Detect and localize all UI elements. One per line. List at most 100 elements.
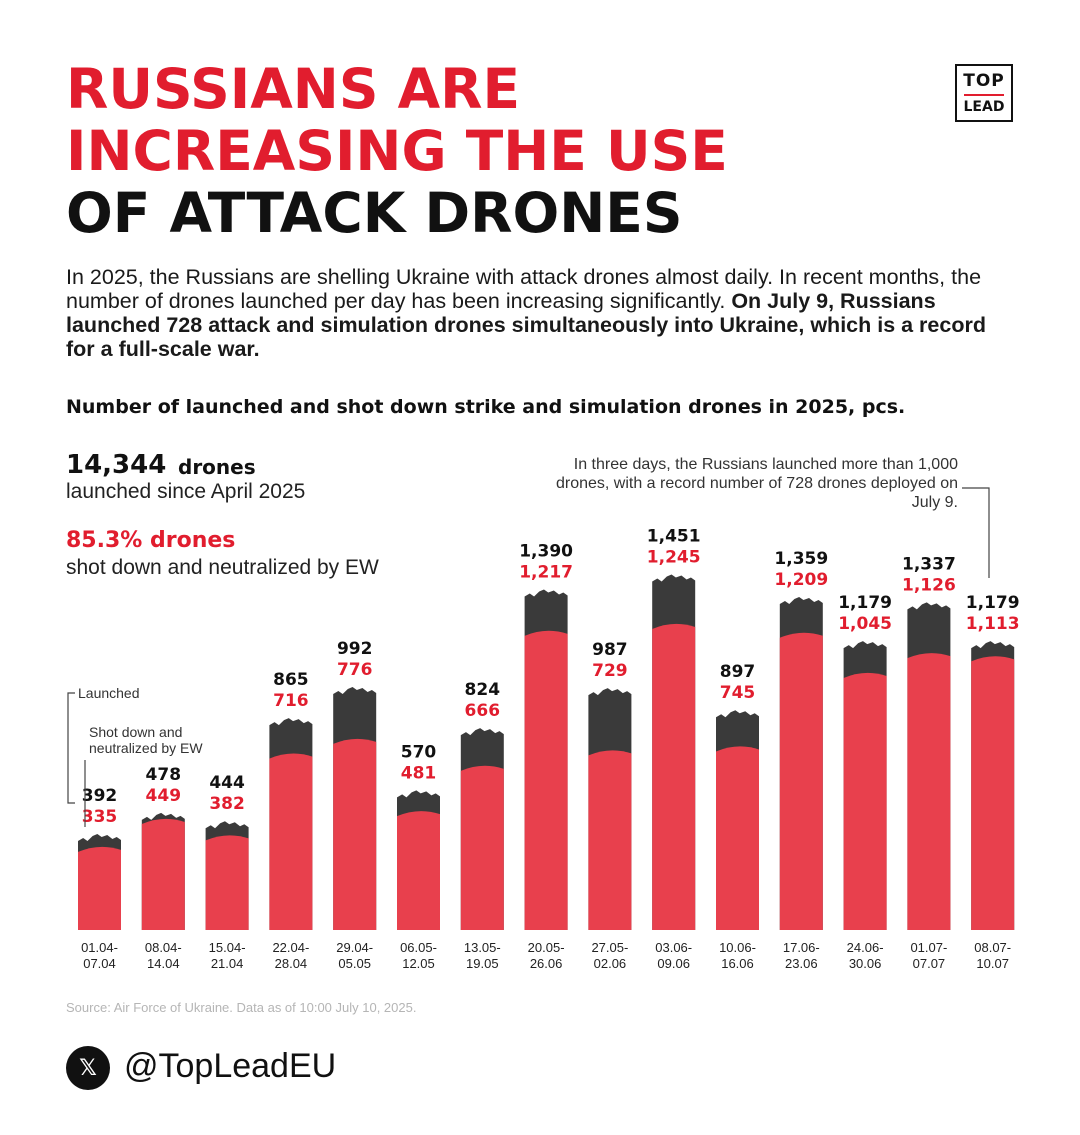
launched-total-unit: drones [178,455,256,479]
x-tick-label: 17.06- [783,940,820,955]
x-tick-label: 16.06 [721,956,754,971]
x-tick-label: 02.06 [594,956,627,971]
intro-paragraph: In 2025, the Russians are shelling Ukrai… [66,265,1016,361]
shot-down-bar [716,746,759,930]
launched-value-label: 478 [146,765,182,785]
x-tick-label: 22.04- [272,940,309,955]
shot-down-value-label: 449 [146,786,182,806]
shot-down-share-value: 85.3% drones [66,528,236,553]
shot-down-bar [397,811,440,930]
x-tick-label: 12.05 [402,956,435,971]
x-tick-label: 09.06 [657,956,690,971]
shot-down-bar [460,765,504,930]
x-tick-label: 29.04- [336,940,373,955]
x-tick-label: 06.05- [400,940,437,955]
shot-down-value-label: 716 [273,691,309,711]
legend-shot-down: Shot down and neutralized by EW [89,724,203,756]
shot-down-value-label: 729 [592,661,628,681]
x-tick-label: 03.06- [655,940,692,955]
logo-rule [964,94,1004,96]
launched-value-label: 992 [337,639,373,659]
launched-total-desc: launched since April 2025 [66,480,306,503]
logo-bottom-text: LEAD [963,99,1005,115]
launched-value-label: 824 [465,680,501,700]
x-tick-label: 19.05 [466,956,499,971]
social-handle[interactable]: @TopLeadEU [124,1047,337,1085]
shot-down-bar [78,846,121,930]
legend-launched: Launched [78,685,140,701]
chart-title: RUSSIANS ARE INCREASING THE USE OF ATTAC… [66,58,728,244]
shot-down-value-label: 382 [209,794,245,814]
launched-value-label: 1,179 [838,593,892,613]
shot-down-bar [907,653,951,930]
shot-down-value-label: 481 [401,763,437,783]
shot-down-share-desc: shot down and neutralized by EW [66,556,379,579]
shot-down-value-label: 335 [82,807,118,827]
x-tick-label: 21.04 [211,956,244,971]
legend-launched-bracket [67,692,75,804]
launched-value-label: 570 [401,742,437,762]
launched-value-label: 987 [592,640,628,660]
intro-bold: On July 9, Russians launched 728 attack … [66,289,986,361]
shot-down-bar [588,750,632,930]
annotation-connector [962,487,990,578]
shot-down-value-label: 1,126 [902,575,956,595]
title-line-3: OF ATTACK DRONES [66,181,683,245]
x-logo-icon[interactable]: 𝕏 [66,1046,110,1090]
shot-down-bar [971,656,1015,930]
x-tick-label: 01.07- [910,940,947,955]
launched-value-label: 444 [209,773,245,793]
launched-value-label: 1,337 [902,554,956,574]
x-tick-label: 15.04- [209,940,246,955]
launched-value-label: 1,390 [519,541,573,561]
chart-subtitle: Number of launched and shot down strike … [66,396,906,418]
shot-down-bar [652,623,696,930]
intro-plain: In 2025, the Russians are shelling Ukrai… [66,265,982,313]
x-tick-label: 24.06- [847,940,884,955]
launched-value-label: 1,451 [647,527,701,547]
x-tick-label: 20.05- [528,940,565,955]
shot-down-value-label: 1,045 [838,614,892,634]
shot-down-bar [205,835,249,930]
x-tick-label: 13.05- [464,940,501,955]
shot-down-bar [843,672,887,930]
x-tick-label: 07.07 [913,956,946,971]
x-tick-label: 01.04- [81,940,118,955]
shot-down-value-label: 776 [337,660,373,680]
shot-down-value-label: 666 [465,701,501,721]
title-line-2: INCREASING THE USE [66,119,728,183]
source-note: Source: Air Force of Ukraine. Data as of… [66,1000,417,1015]
shot-down-value-label: 1,209 [774,570,828,590]
x-tick-label: 14.04 [147,956,180,971]
launched-value-label: 392 [82,786,118,806]
shot-down-bar [779,632,823,930]
x-tick-label: 08.04- [145,940,182,955]
shot-down-value-label: 1,113 [966,614,1020,634]
x-tick-label: 10.06- [719,940,756,955]
shot-down-bar [524,630,568,930]
record-annotation: In three days, the Russians launched mor… [555,456,958,511]
launched-value-label: 1,359 [774,549,828,569]
x-tick-label: 10.07 [976,956,1009,971]
launched-total-value: 14,344 [66,450,167,480]
launched-value-label: 1,179 [966,593,1020,613]
x-tick-label: 28.04 [275,956,308,971]
shot-down-bar [141,818,185,930]
x-tick-label: 27.05- [591,940,628,955]
x-tick-label: 26.06 [530,956,563,971]
x-tick-label: 23.06 [785,956,818,971]
x-tick-label: 05.05 [338,956,371,971]
shot-down-value-label: 745 [720,683,756,703]
shot-down-bar [269,753,313,930]
shot-down-value-label: 1,217 [519,562,573,582]
title-line-1: RUSSIANS ARE [66,57,521,121]
x-tick-label: 07.04 [83,956,116,971]
x-tick-label: 30.06 [849,956,882,971]
logo-top-text: TOP [963,71,1005,91]
shot-down-value-label: 1,245 [647,548,701,568]
x-tick-label: 08.07- [974,940,1011,955]
launched-value-label: 865 [273,670,309,690]
toplead-logo: TOP LEAD [955,64,1013,122]
launched-value-label: 897 [720,662,756,682]
